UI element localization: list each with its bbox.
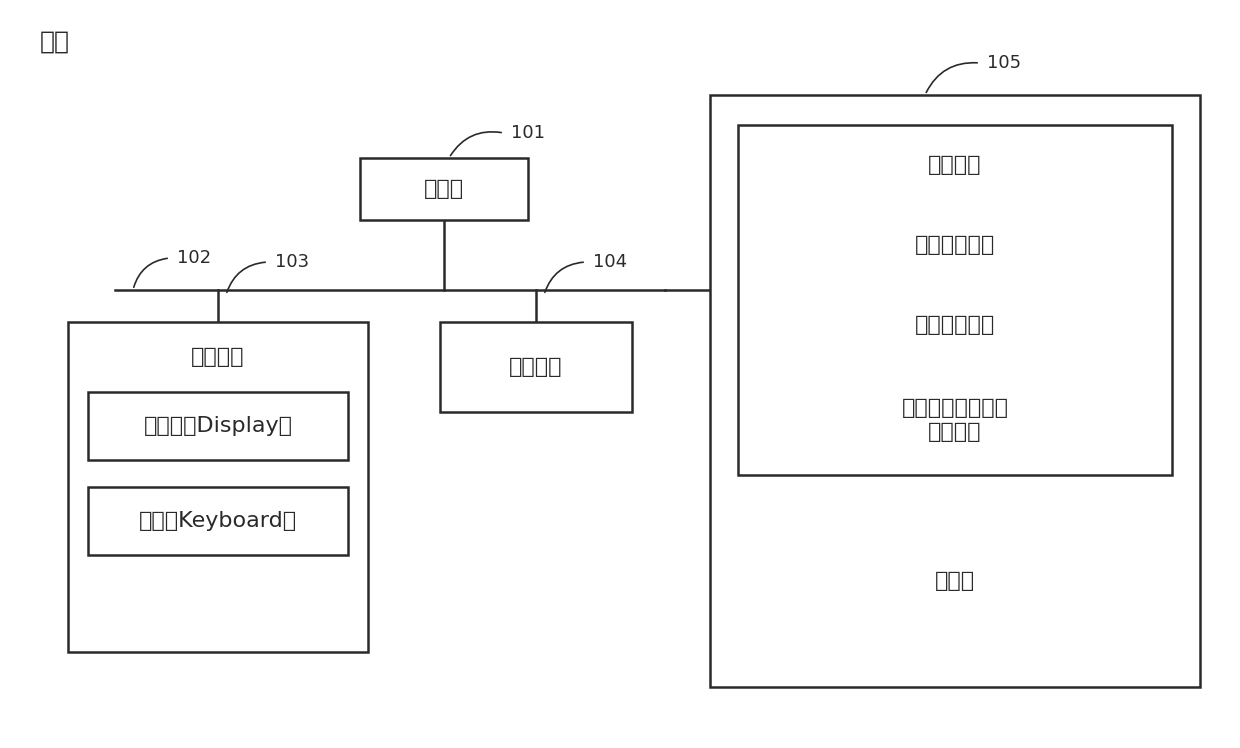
Text: 102: 102 xyxy=(177,249,211,267)
Text: 存储器: 存储器 xyxy=(935,571,975,591)
Text: 键盘（Keyboard）: 键盘（Keyboard） xyxy=(139,511,298,531)
Text: 103: 103 xyxy=(275,253,309,271)
Bar xyxy=(738,125,1172,475)
Text: 105: 105 xyxy=(987,54,1021,72)
Text: 处理器: 处理器 xyxy=(424,179,464,199)
Bar xyxy=(440,322,632,412)
Text: 网络通信模块: 网络通信模块 xyxy=(915,235,996,255)
Bar xyxy=(360,158,528,220)
Text: 系统: 系统 xyxy=(40,30,69,54)
Bar xyxy=(68,322,368,652)
Text: 操作系统: 操作系统 xyxy=(929,155,982,175)
Text: 显示屏（Display）: 显示屏（Display） xyxy=(144,416,293,436)
Bar xyxy=(88,487,348,555)
Bar xyxy=(88,392,348,460)
Text: 104: 104 xyxy=(593,253,627,271)
Text: 用户接口: 用户接口 xyxy=(191,347,244,367)
Text: 用户接口模块: 用户接口模块 xyxy=(915,315,996,335)
Text: 网络接口: 网络接口 xyxy=(510,357,563,377)
Text: 101: 101 xyxy=(511,124,546,142)
Text: 分布式数据库负载
调平程序: 分布式数据库负载 调平程序 xyxy=(901,399,1008,441)
Bar xyxy=(711,95,1200,687)
